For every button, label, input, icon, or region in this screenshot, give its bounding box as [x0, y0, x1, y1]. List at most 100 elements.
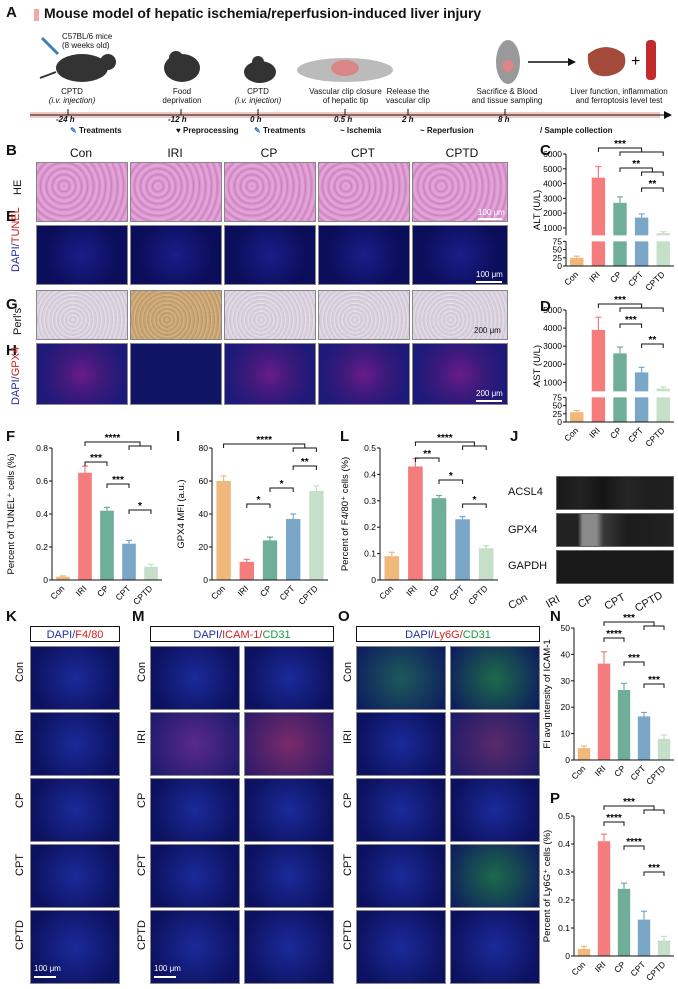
y-tick-label: 0.3	[364, 496, 376, 506]
svg-text:+: +	[631, 53, 640, 70]
blot-strip-gpx4	[556, 513, 674, 547]
k-image-cptd	[30, 910, 120, 984]
y-axis-label: ALT (U/L)	[532, 190, 543, 230]
syringe-icon: /	[540, 126, 543, 135]
x-tick-label-cp: CP	[427, 583, 443, 599]
panel-a-schematic: +	[30, 36, 672, 119]
gpx4-image-con	[36, 343, 128, 405]
x-tick-label-cpt: CPT	[447, 583, 466, 602]
step-4-time: 0.5 h	[334, 115, 353, 124]
m-row-cptd: CPTD	[136, 920, 148, 950]
mouse-sacrifice-icon	[496, 40, 520, 84]
panel-o-letter: O	[338, 608, 350, 625]
step-3-time: 0 h	[250, 115, 262, 124]
y-axis-label: Percent of F4/80⁺ cells (%)	[340, 457, 351, 571]
row-label-gpx4: DAPI/GPX4	[10, 346, 22, 405]
mouse-icon: ~	[420, 126, 425, 135]
bar-con	[577, 949, 591, 956]
sig-label: *	[256, 495, 260, 506]
bar-iri	[597, 663, 611, 760]
o-row-cptd: CPTD	[342, 920, 354, 950]
y-tick-label: 30	[561, 676, 571, 686]
y-tick-label: 0.5	[364, 443, 376, 453]
bar-cpt	[637, 716, 651, 760]
step-1-line1: CPTD	[61, 87, 83, 96]
k-image-con	[30, 646, 120, 710]
o-row-cp: CP	[342, 792, 354, 808]
sig-label: ****	[256, 435, 272, 446]
x-tick-label-cp: CP	[258, 583, 274, 599]
y-tick-label: 0.1	[364, 549, 376, 559]
o-zoom-cptd	[450, 910, 540, 984]
sig-bracket-group	[292, 447, 317, 452]
sig-label: *	[138, 501, 142, 512]
k-row-cptd: CPTD	[14, 920, 26, 950]
bar-cpt	[634, 372, 649, 392]
gpx4-image-cptd	[412, 343, 508, 405]
sig-label: ****	[606, 813, 622, 824]
o-image-iri	[356, 712, 446, 776]
bar-cpt	[637, 919, 651, 956]
sig-label: ***	[112, 475, 124, 486]
bar-cp-lower	[613, 397, 627, 422]
bar-iri-lower	[591, 241, 606, 266]
mouse-icon-1	[39, 54, 116, 82]
bar-iri-lower	[591, 397, 606, 422]
y-axis-label: AST (U/L)	[532, 345, 543, 387]
y-tick-label: 0.4	[364, 469, 376, 479]
panel-f-letter: F	[6, 428, 16, 445]
ly6g-chart: Percent of Ly6G⁺ cells (%) 0 0.1 0.2 0.3 0.4 0…	[542, 797, 674, 983]
x-tick-label-cp: CP	[612, 763, 628, 779]
step-4-line1: Vascular clip closure	[309, 87, 382, 96]
blot-lane-cp: CP	[576, 592, 596, 612]
sig-bracket	[641, 343, 664, 348]
bar-con	[384, 556, 400, 580]
sig-bracket	[106, 483, 130, 488]
sig-bracket	[603, 821, 625, 826]
m-image-con	[150, 646, 240, 710]
legend-reperfusion: ~ Reperfusion	[420, 126, 474, 135]
y-tick-label: 2000	[543, 208, 562, 218]
y-tick-label: 0.2	[36, 542, 48, 552]
he-scale-label: 100 μm	[478, 208, 505, 217]
y-tick-label: 0	[565, 951, 570, 961]
he-image-cptd	[412, 162, 508, 222]
sig-bracket	[269, 487, 294, 492]
sig-bracket	[223, 443, 306, 448]
row-label-he: HE	[12, 179, 24, 195]
y-axis-label: Percent of Ly6G⁺ cells (%)	[542, 830, 553, 942]
x-tick-label-cptd: CPTD	[644, 959, 667, 982]
sig-bracket	[597, 147, 643, 152]
y-tick-label: 0	[565, 755, 570, 765]
gpx4-scale-bar	[476, 400, 502, 402]
gpx4-image-cpt	[318, 343, 410, 405]
sig-bracket	[438, 479, 464, 484]
bar-cp	[613, 353, 627, 392]
y-tick-label: 40	[561, 649, 571, 659]
bar-cp	[262, 540, 278, 580]
blot-strip-acsl4	[556, 476, 674, 510]
sig-label: ****	[606, 629, 622, 640]
y-tick-label: 5000	[543, 305, 562, 315]
y-tick-label: 80	[199, 443, 209, 453]
m-row-cp: CP	[136, 792, 148, 808]
y-tick-label: 1000	[543, 223, 562, 233]
k-row-cp: CP	[14, 792, 26, 808]
col-label-con: Con	[69, 146, 92, 160]
bar-con	[570, 412, 584, 422]
y-tick-label: 4000	[543, 323, 562, 333]
bar-cp	[613, 202, 627, 236]
legend-treatments-1: ✎ Treatments	[70, 126, 122, 135]
sig-bracket	[603, 637, 625, 642]
x-tick-label-iri: IRI	[74, 583, 89, 598]
k-image-cpt	[30, 844, 120, 908]
panel-m-header: DAPI/ICAM-1/CD31	[150, 626, 334, 642]
m-image-iri	[150, 712, 240, 776]
panel-h-letter: H	[6, 342, 17, 359]
step-1-line2: (i.v. injection)	[48, 96, 96, 105]
tunel-chart: Percent of TUNEL⁺ cells (%) 0 0.2 0.4 0.6 0.8…	[6, 433, 162, 607]
col-label-cpt: CPT	[351, 146, 375, 160]
y-tick-label: 10	[561, 729, 571, 739]
sig-bracket	[641, 187, 664, 192]
y-tick-label: 0.6	[36, 476, 48, 486]
